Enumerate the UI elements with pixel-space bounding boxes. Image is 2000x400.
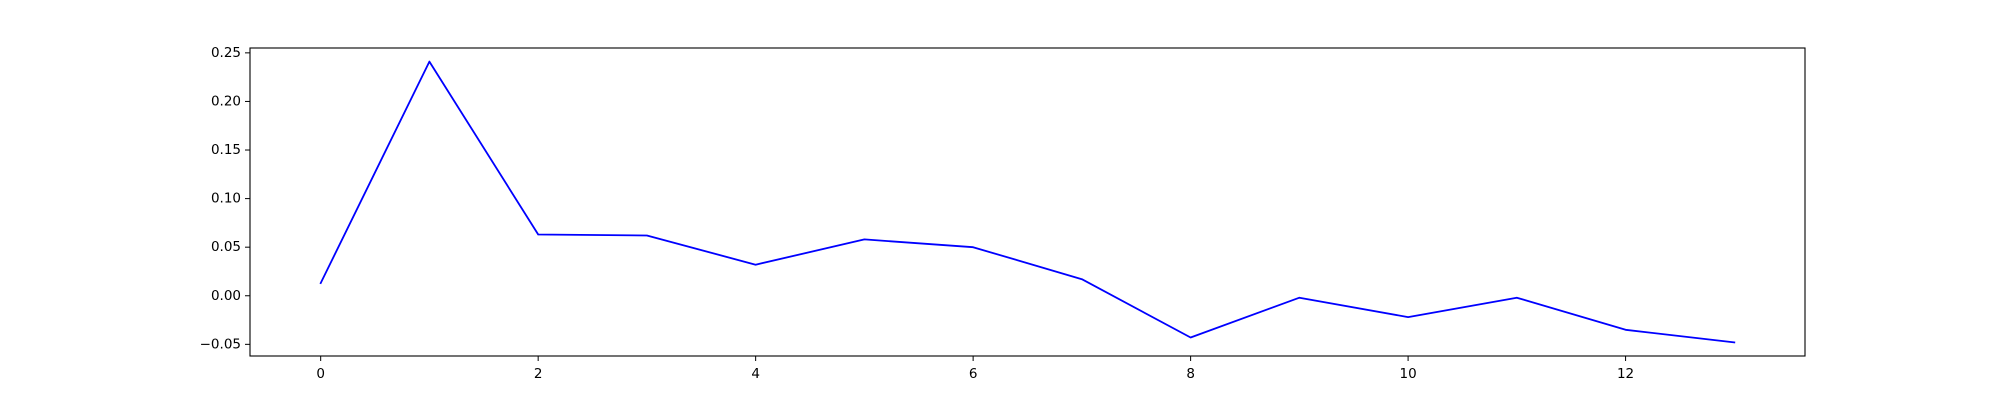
y-tick-label: 0.05	[211, 239, 241, 255]
y-tick-label: 0.20	[211, 93, 241, 109]
y-tick-label: 0.15	[211, 142, 241, 158]
series-layer	[319, 60, 1736, 344]
x-tick-label: 12	[1617, 366, 1634, 382]
x-tick-label: 0	[316, 366, 325, 382]
x-tick-label: 8	[1186, 366, 1195, 382]
y-axis: −0.05 0.00 0.05 0.10 0.15 0.20 0.25	[200, 45, 250, 352]
y-tick-label: 0.00	[211, 288, 241, 304]
y-tick-label: 0.25	[211, 45, 241, 61]
y-tick-label: −0.05	[200, 336, 241, 352]
x-tick-label: 2	[534, 366, 543, 382]
x-axis: 0 2 4 6 8 10 12	[316, 356, 1634, 382]
series-line	[319, 60, 1736, 344]
y-tick-label: 0.10	[211, 191, 241, 207]
plot-area-frame	[249, 47, 1806, 357]
x-tick-label: 10	[1400, 366, 1417, 382]
x-tick-label: 6	[969, 366, 978, 382]
x-tick-label: 4	[751, 366, 760, 382]
